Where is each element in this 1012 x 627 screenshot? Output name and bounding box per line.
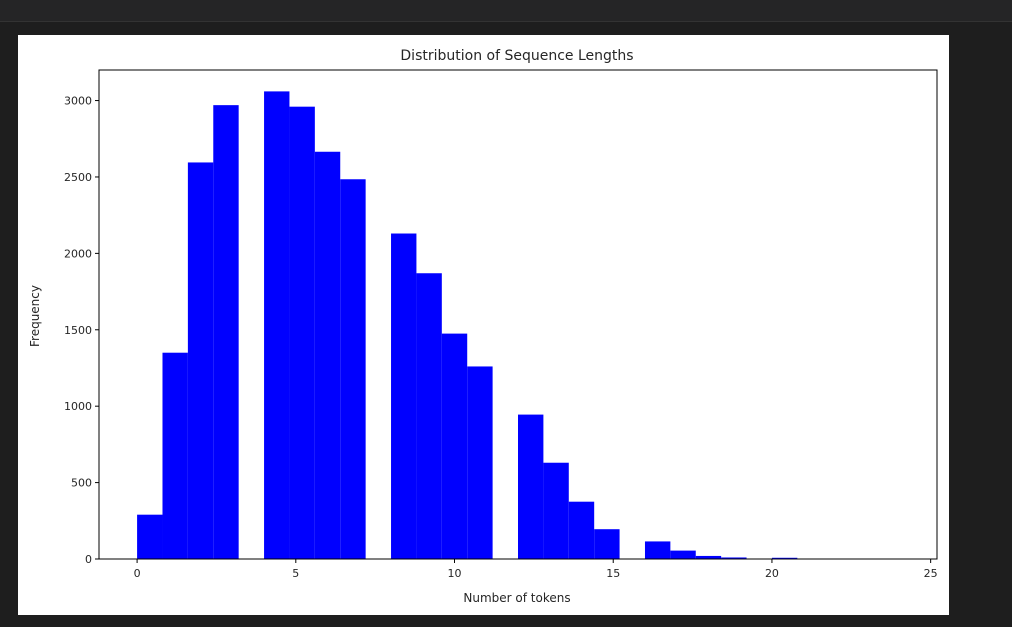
histogram-bar	[568, 501, 595, 559]
x-axis-ticks: 0 5 10 15 20 25	[134, 559, 938, 580]
histogram-bar	[314, 151, 341, 559]
histogram-bar	[670, 550, 696, 559]
histogram-bar	[543, 462, 569, 559]
histogram-bar	[391, 233, 417, 559]
y-tick-label: 1500	[64, 324, 92, 337]
y-tick-label: 1000	[64, 400, 92, 413]
x-tick-label: 0	[134, 567, 141, 580]
histogram-bar	[416, 273, 442, 559]
y-axis-ticks: 0 500 1000 1500 2000 2500 3000	[64, 95, 99, 566]
x-tick-label: 10	[448, 567, 462, 580]
histogram-bar	[467, 366, 493, 559]
editor-top-bar	[0, 0, 1012, 22]
histogram-bar	[518, 414, 544, 559]
plot-frame	[98, 69, 938, 560]
y-axis-label: Frequency	[28, 285, 42, 347]
x-tick-label: 15	[606, 567, 620, 580]
bars-group	[137, 91, 798, 560]
chart-title: Distribution of Sequence Lengths	[400, 48, 633, 64]
y-tick-label: 0	[85, 553, 92, 566]
histogram-bar	[213, 105, 239, 559]
y-tick-label: 2000	[64, 247, 92, 260]
y-tick-label: 500	[71, 477, 92, 490]
histogram-bar	[441, 333, 468, 559]
histogram-bar	[695, 555, 722, 559]
histogram-bar	[721, 557, 747, 559]
histogram-bar	[594, 529, 620, 559]
histogram-bar	[340, 179, 366, 560]
histogram-bar	[264, 91, 290, 560]
histogram-bar	[771, 557, 798, 559]
x-tick-label: 25	[924, 567, 938, 580]
histogram-bar	[137, 514, 163, 559]
x-axis-label: Number of tokens	[463, 591, 570, 605]
histogram-bar	[644, 541, 671, 559]
histogram-bar	[187, 162, 214, 559]
x-tick-label: 5	[292, 567, 299, 580]
x-tick-label: 20	[765, 567, 779, 580]
y-tick-label: 2500	[64, 171, 92, 184]
y-tick-label: 3000	[64, 95, 92, 108]
histogram-chart: Distribution of Sequence Lengths 0500100…	[28, 48, 938, 605]
histogram-bar	[162, 352, 188, 559]
histogram-bar	[289, 106, 315, 560]
chart-figure: Distribution of Sequence Lengths 0 500 100…	[18, 35, 949, 615]
